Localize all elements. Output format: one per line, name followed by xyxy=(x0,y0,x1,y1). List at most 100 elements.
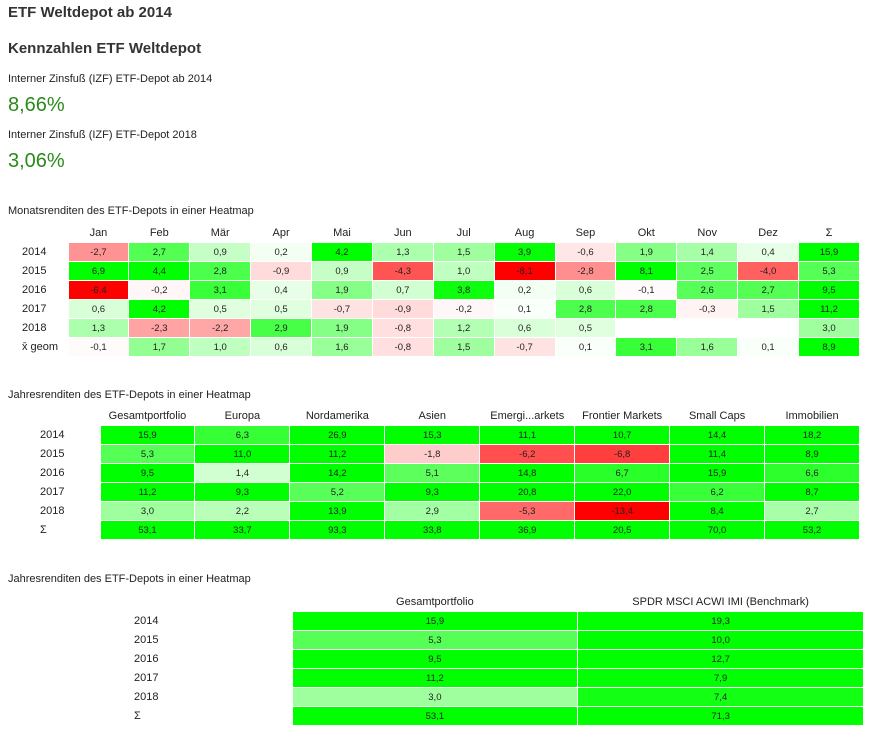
monthly-cell: -0,3 xyxy=(676,299,739,319)
page-title: ETF Weltdepot ab 2014 xyxy=(8,4,172,21)
monthly-cell: -4,3 xyxy=(371,261,434,281)
monthly-cell: -0,7 xyxy=(311,299,373,319)
yearly-cell: -5,3 xyxy=(479,501,576,521)
monthly-cell: 2,7 xyxy=(737,280,799,300)
monthly-column-header: Jan xyxy=(89,227,108,239)
monthly-cell: 0,5 xyxy=(554,318,617,338)
monthly-cell: 1,6 xyxy=(676,337,739,357)
yearly-row: Σ 53,1 33,7 93,3 33,8 36,9 20,5 70,0 53,2 xyxy=(26,520,860,540)
benchmark-row: 2014 15,9 19,3 xyxy=(120,611,864,631)
yearly-cell: 6,7 xyxy=(574,463,671,483)
monthly-cell: 1,0 xyxy=(189,337,252,357)
benchmark-row-label: 2016 xyxy=(134,653,159,665)
monthly-column-header: Mai xyxy=(333,227,351,239)
yearly-column-header xyxy=(26,407,100,426)
monthly-cell: -2,2 xyxy=(189,318,252,338)
monthly-cell: -2,3 xyxy=(128,318,191,338)
yearly-cell: 11,4 xyxy=(669,444,766,464)
yearly-cell: 6,6 xyxy=(764,463,860,483)
monthly-cell: 0,2 xyxy=(250,242,312,262)
yearly-cell: 1,4 xyxy=(194,463,291,483)
benchmark-row: 2017 11,2 7,9 xyxy=(120,668,864,688)
yearly-cell: -6,8 xyxy=(574,444,671,464)
monthly-column-header: Jul xyxy=(456,227,471,239)
monthly-row: 2016 -6,4 -0,2 3,1 0,4 1,9 0,7 3,8 0,2 0,6 -0,1 2,6… xyxy=(8,280,860,300)
yearly-cell: 8,4 xyxy=(669,501,766,521)
monthly-row: 2017 0,6 4,2 0,5 0,5 -0,7 -0,9 -0,2 0,1 2,8 2,8 -0,… xyxy=(8,299,860,319)
kpi-label-izf-2014: Interner Zinsfuß (IZF) ETF-Depot ab 2014 xyxy=(8,73,213,85)
yearly-cell: -6,2 xyxy=(479,444,576,464)
monthly-row: 2018 1,3 -2,3 -2,2 2,9 1,9 -0,8 1,2 0,6 0,5 3,0 xyxy=(8,318,860,338)
yearly-cell: 11,1 xyxy=(479,425,576,445)
monthly-cell: 6,9 xyxy=(67,261,130,281)
monthly-cell: 2,8 xyxy=(615,299,678,319)
yearly-row: 2018 3,0 2,2 13,9 2,9 -5,3 -13,4 8,4 2,7 xyxy=(26,501,860,521)
monthly-cell: -0,1 xyxy=(615,280,678,300)
monthly-cell: 1,9 xyxy=(311,318,373,338)
yearly-row-label: 2014 xyxy=(40,429,65,441)
kpi-value-izf-2018: 3,06% xyxy=(8,150,65,172)
monthly-heatmap: Jan Feb Mär Apr Mai Jun Jul Aug Sep Okt Nov Dez Σ 201… xyxy=(8,224,860,357)
monthly-cell: 0,6 xyxy=(554,280,617,300)
yearly-cell: 8,9 xyxy=(764,444,860,464)
monthly-cell: 8,9 xyxy=(798,337,860,357)
benchmark-row-label: Σ xyxy=(134,710,141,722)
monthly-cell: 5,3 xyxy=(798,261,860,281)
benchmark-cell: 12,7 xyxy=(577,649,864,669)
yearly-row-label: 2015 xyxy=(40,448,65,460)
benchmark-row: 2015 5,3 10,0 xyxy=(120,630,864,650)
yearly-cell: 14,2 xyxy=(289,463,386,483)
yearly-row-label: Σ xyxy=(40,524,47,536)
monthly-cell: 1,4 xyxy=(676,242,739,262)
yearly-cell: 36,9 xyxy=(479,520,576,540)
monthly-cell: 1,6 xyxy=(311,337,373,357)
benchmark-cell: 10,0 xyxy=(577,630,864,650)
benchmark-cell: 9,5 xyxy=(291,649,579,669)
benchmark-row: 2016 9,5 12,7 xyxy=(120,649,864,669)
yearly-cell: 2,2 xyxy=(194,501,291,521)
monthly-cell: 2,8 xyxy=(554,299,617,319)
yearly-column-header: Europa xyxy=(224,410,261,422)
monthly-cell: -0,7 xyxy=(493,337,556,357)
yearly-cell: 53,2 xyxy=(764,520,860,540)
monthly-cell: 3,1 xyxy=(615,337,678,357)
monthly-cell: 11,2 xyxy=(798,299,860,319)
monthly-column-header xyxy=(8,224,68,243)
monthly-cell: -2,7 xyxy=(67,242,130,262)
kpi-label-izf-2018: Interner Zinsfuß (IZF) ETF-Depot 2018 xyxy=(8,129,197,141)
yearly-column-header: Nordamerika xyxy=(305,410,369,422)
monthly-cell: -0,8 xyxy=(371,318,434,338)
yearly-column-header: Gesamtportfolio xyxy=(108,410,187,422)
monthly-cell: 1,5 xyxy=(737,299,799,319)
monthly-cell: 0,7 xyxy=(371,280,434,300)
benchmark-row-label: 2017 xyxy=(134,672,159,684)
yearly-cell: 15,3 xyxy=(384,425,481,445)
monthly-cell: 0,2 xyxy=(493,280,556,300)
yearly-cell: 11,2 xyxy=(99,482,196,502)
yearly-cell: 11,0 xyxy=(194,444,291,464)
yearly-cell: -13,4 xyxy=(574,501,671,521)
monthly-cell: -0,8 xyxy=(371,337,434,357)
monthly-cell: 3,0 xyxy=(798,318,860,338)
monthly-column-header: Apr xyxy=(272,227,290,239)
yearly-cell: 26,9 xyxy=(289,425,386,445)
yearly-cell: 8,7 xyxy=(764,482,860,502)
monthly-cell: 4,2 xyxy=(311,242,373,262)
yearly-column-header: Small Caps xyxy=(688,410,746,422)
yearly-row: 2017 11,2 9,3 5,2 9,3 20,8 22,0 6,2 8,7 xyxy=(26,482,860,502)
yearly-column-header: Emergi...arkets xyxy=(490,410,565,422)
monthly-cell: 1,2 xyxy=(432,318,495,338)
monthly-row-label: 2016 xyxy=(22,284,47,296)
yearly-cell: 2,9 xyxy=(384,501,481,521)
monthly-cell: 2,9 xyxy=(250,318,312,338)
benchmark-cell: 15,9 xyxy=(291,611,579,631)
monthly-row-label: x̄ geom xyxy=(22,341,59,353)
yearly-row: 2016 9,5 1,4 14,2 5,1 14,8 6,7 15,9 6,6 xyxy=(26,463,860,483)
benchmark-row: Σ 53,1 71,3 xyxy=(120,706,864,726)
yearly-cell: 9,3 xyxy=(384,482,481,502)
monthly-cell: 0,9 xyxy=(189,242,252,262)
yearly-cell: 9,5 xyxy=(99,463,196,483)
monthly-cell: 2,5 xyxy=(676,261,739,281)
yearly-cell: 9,3 xyxy=(194,482,291,502)
yearly-cell: 6,3 xyxy=(194,425,291,445)
